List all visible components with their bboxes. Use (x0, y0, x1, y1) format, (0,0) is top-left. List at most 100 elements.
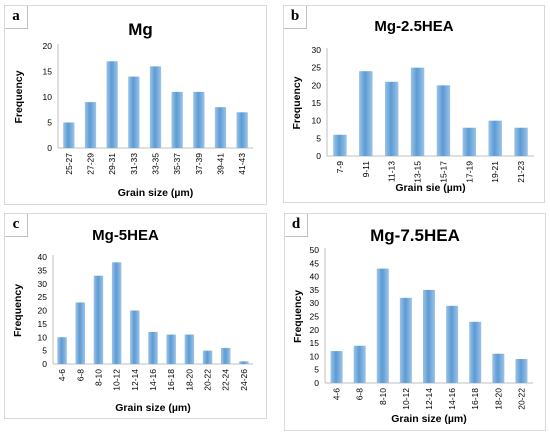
chart-b-svg: 0 5 10 15 20 25 30 7-9 9-11 11-13 13-15 15-17 17-19 1… (291, 45, 534, 194)
x-tick-label-b: 19-21 (490, 161, 500, 183)
x-tick-label-a: 33-35 (151, 153, 161, 175)
bar-c-8-10 (93, 275, 104, 364)
bar-b-17-19 (462, 127, 477, 156)
y-tick-label-a: 20 (43, 41, 53, 51)
x-tick-label-c: 24-26 (239, 369, 249, 391)
bar-d-20-22 (515, 359, 528, 383)
x-tick-label-c: 20-22 (203, 369, 213, 391)
bar-d-6-8 (353, 345, 366, 383)
y-axis-title-d: Frequency (292, 290, 304, 343)
bar-d-16-18 (469, 321, 482, 383)
bar-c-20-22 (202, 350, 213, 364)
bar-a-35-37 (171, 91, 183, 148)
bar-a-39-41 (214, 107, 227, 148)
y-tick-label-d: 25 (310, 312, 320, 322)
y-tick-label-d: 50 (310, 245, 320, 255)
x-tick-label-b: 11-13 (387, 161, 397, 182)
bar-a-41-43 (236, 112, 248, 148)
x-tick-label-b: 9-11 (361, 161, 371, 178)
chart-panel-b: 0 5 10 15 20 25 30 7-9 9-11 11-13 13-15 15-17 17-19 1… (283, 5, 545, 203)
bar-a-29-31 (106, 61, 118, 148)
bar-a-31-33 (128, 76, 140, 148)
y-tick-label-c: 5 (42, 346, 47, 356)
x-tick-label-a: 29-31 (107, 153, 117, 175)
bar-b-13-15 (410, 67, 425, 156)
x-tick-label-a: 35-37 (172, 153, 182, 175)
y-tick-label-d: 45 (310, 258, 320, 268)
y-tick-label-b: 20 (312, 80, 322, 90)
y-tick-label-c: 0 (42, 359, 47, 369)
bar-c-4-6 (57, 337, 67, 364)
y-tick-label-a: 0 (47, 143, 52, 153)
x-axis-title-a: Grain size (µm) (118, 187, 193, 199)
chart-title-c: Mg-5HEA (92, 227, 159, 244)
x-tick-label-a: 25-27 (64, 153, 74, 175)
y-tick-label-d: 0 (314, 378, 319, 388)
bar-a-25-27 (63, 122, 75, 148)
x-tick-label-a: 37-39 (194, 153, 204, 175)
x-tick-label-d: 14-16 (447, 388, 457, 410)
bar-c-10-12 (111, 262, 122, 364)
chart-c-svg: 0 5 10 15 20 25 30 35 40 4-6 6-8 8-10 10-12 12-14 14-1… (12, 252, 253, 414)
y-axis-title-b: Frequency (291, 76, 303, 129)
x-tick-label-a: 27-29 (86, 153, 96, 175)
y-tick-label-b: 30 (312, 45, 322, 55)
y-tick-label-b: 5 (316, 133, 321, 143)
x-tick-label-d: 18-20 (493, 388, 503, 410)
chart-panel-c: 0 5 10 15 20 25 30 35 40 4-6 6-8 8-10 10-12 12-14 14-1… (4, 213, 267, 419)
chart-title-b: Mg-2.5HEA (374, 18, 454, 35)
chart-panel-a: 0 5 10 15 20 25-27 27-29 29-31 31-33 33-35 35-37 37… (4, 5, 267, 205)
x-axis-title-d: Grain size (µm) (391, 413, 466, 425)
chart-d-svg: 0 5 10 15 20 25 30 35 40 45 50 4-6 6-8 8-10 10-12 12-14… (292, 245, 533, 425)
x-axis-title-b: Grain sie (µm) (395, 182, 465, 194)
bar-b-11-13 (384, 81, 399, 156)
y-tick-label-c: 35 (38, 265, 48, 275)
x-tick-label-d: 20-22 (516, 388, 526, 410)
y-tick-label-b: 10 (312, 116, 322, 126)
y-tick-label-d: 15 (310, 338, 320, 348)
x-tick-label-d: 12-14 (424, 388, 434, 410)
y-tick-label-d: 10 (310, 351, 320, 361)
bar-c-24-26 (239, 361, 249, 364)
y-tick-label-d: 35 (310, 285, 320, 295)
bar-c-16-18 (166, 334, 176, 364)
x-tick-label-b: 21-23 (516, 161, 526, 183)
bar-d-14-16 (446, 305, 459, 383)
x-tick-label-d: 8-10 (378, 388, 388, 405)
chart-a-svg: 0 5 10 15 20 25-27 27-29 29-31 31-33 33-35 35-37 37… (13, 41, 253, 199)
bar-d-4-6 (330, 351, 343, 383)
x-tick-label-d: 6-8 (355, 388, 365, 401)
bar-d-18-20 (492, 353, 505, 383)
x-axis-title-c: Grain size (µm) (115, 402, 190, 414)
bar-c-22-24 (221, 347, 231, 364)
bar-b-15-17 (436, 85, 451, 156)
y-tick-label-b: 25 (312, 63, 322, 73)
y-tick-label-a: 15 (43, 67, 53, 77)
bar-c-6-8 (75, 302, 85, 364)
x-tick-label-a: 41-43 (237, 153, 247, 175)
x-tick-label-b: 13-15 (413, 161, 423, 183)
x-tick-label-d: 16-18 (470, 388, 480, 410)
bar-c-12-14 (130, 310, 140, 364)
x-tick-label-b: 15-17 (438, 161, 448, 183)
x-tick-label-c: 10-12 (112, 369, 122, 391)
y-tick-label-a: 5 (47, 118, 52, 128)
y-tick-label-c: 15 (38, 319, 48, 329)
x-tick-label-a: 39-41 (216, 153, 226, 175)
bar-c-14-16 (148, 331, 158, 364)
x-tick-label-c: 14-16 (148, 369, 158, 391)
x-tick-label-d: 4-6 (332, 388, 342, 401)
bar-b-21-23 (514, 127, 528, 156)
bar-b-9-11 (359, 71, 373, 156)
y-tick-label-c: 10 (38, 332, 48, 342)
bar-a-37-39 (193, 91, 205, 148)
chart-panel-d: 0 5 10 15 20 25 30 35 40 45 50 4-6 6-8 8-10 10-12 12-14… (284, 213, 546, 431)
bar-a-27-29 (84, 102, 97, 148)
x-tick-label-c: 12-14 (130, 369, 140, 391)
bar-d-8-10 (376, 268, 389, 383)
x-tick-label-c: 8-10 (93, 369, 103, 386)
y-tick-label-c: 40 (38, 252, 48, 262)
bar-d-12-14 (422, 289, 436, 383)
y-tick-label-b: 0 (316, 151, 321, 161)
x-tick-label-d: 10-12 (401, 388, 411, 410)
